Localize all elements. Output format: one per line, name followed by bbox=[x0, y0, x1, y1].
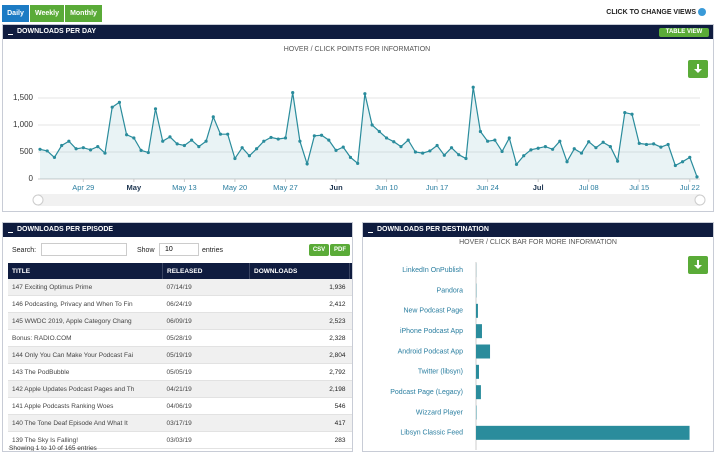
table-cell: 06/09/19 bbox=[163, 313, 250, 330]
table-cell: 144 Only You Can Make Your Podcast Fai bbox=[8, 347, 163, 364]
table-cell: 2,792 bbox=[250, 364, 350, 381]
table-cell: 06/24/19 bbox=[163, 296, 250, 313]
table-cell: 07/14/19 bbox=[163, 279, 250, 296]
column-header[interactable]: TITLE bbox=[8, 263, 163, 279]
table-cell: Bonus: RADIO.COM bbox=[8, 330, 163, 347]
table-cell: 03/03/19 bbox=[163, 432, 250, 449]
tab-daily[interactable]: Daily bbox=[2, 5, 29, 22]
table-cell: 146 Podcasting, Privacy and When To Fin bbox=[8, 296, 163, 313]
table-cell: 2,328 bbox=[250, 330, 350, 347]
episodes-panel: DOWNLOADS PER EPISODE Search: Show 10 en… bbox=[2, 222, 353, 452]
action-cell bbox=[350, 432, 354, 449]
table-cell: 1,936 bbox=[250, 279, 350, 296]
download-button[interactable] bbox=[688, 256, 708, 274]
table-cell: 142 Apple Updates Podcast Pages and Th bbox=[8, 381, 163, 398]
table-cell: 05/28/19 bbox=[163, 330, 250, 347]
action-cell bbox=[350, 415, 354, 432]
table-view-button[interactable]: TABLE VIEW bbox=[659, 28, 709, 37]
table-cell: 05/05/19 bbox=[163, 364, 250, 381]
table-cell: 145 WWDC 2019, Apple Category Chang bbox=[8, 313, 163, 330]
table-cell: 03/17/19 bbox=[163, 415, 250, 432]
action-cell bbox=[350, 347, 354, 364]
views-icon[interactable] bbox=[698, 8, 706, 16]
table-cell: 05/19/19 bbox=[163, 347, 250, 364]
page-size-select[interactable]: 10 bbox=[159, 243, 199, 256]
daily-panel: DOWNLOADS PER DAY TABLE VIEW bbox=[2, 24, 714, 212]
column-header[interactable]: DOWNLOADS bbox=[250, 263, 350, 279]
destination-panel: DOWNLOADS PER DESTINATION bbox=[362, 222, 714, 452]
action-cell bbox=[350, 330, 354, 347]
column-header bbox=[350, 263, 354, 279]
table-cell: 04/21/19 bbox=[163, 381, 250, 398]
search-label: Search: bbox=[12, 247, 36, 254]
table-cell: 141 Apple Podcasts Ranking Woes bbox=[8, 398, 163, 415]
panel-header: DOWNLOADS PER DAY bbox=[3, 25, 713, 39]
search-input[interactable] bbox=[41, 243, 127, 256]
table-cell: 143 The PodBubble bbox=[8, 364, 163, 381]
tab-monthly[interactable]: Monthly bbox=[65, 5, 102, 22]
table-cell: 2,198 bbox=[250, 381, 350, 398]
table-footer: Showing 1 to 10 of 165 entries bbox=[9, 445, 97, 452]
table-cell: 2,412 bbox=[250, 296, 350, 313]
table-cell: 147 Exciting Optimus Prime bbox=[8, 279, 163, 296]
tab-weekly[interactable]: Weekly bbox=[30, 5, 64, 22]
show-label: Show bbox=[137, 247, 155, 254]
column-header[interactable]: RELEASED bbox=[163, 263, 250, 279]
action-cell bbox=[350, 279, 354, 296]
table-cell: 04/06/19 bbox=[163, 398, 250, 415]
table-cell: 283 bbox=[250, 432, 350, 449]
table-cell: 2,523 bbox=[250, 313, 350, 330]
entries-label: entries bbox=[202, 247, 223, 254]
table-cell: 546 bbox=[250, 398, 350, 415]
action-cell bbox=[350, 364, 354, 381]
csv-button[interactable]: CSV bbox=[309, 244, 329, 256]
pdf-button[interactable]: PDF bbox=[330, 244, 350, 256]
action-cell bbox=[350, 398, 354, 415]
panel-header: DOWNLOADS PER EPISODE bbox=[3, 223, 352, 237]
action-cell bbox=[350, 313, 354, 330]
panel-header: DOWNLOADS PER DESTINATION bbox=[363, 223, 713, 237]
action-cell bbox=[350, 381, 354, 398]
download-button[interactable] bbox=[688, 60, 708, 78]
views-hint[interactable]: CLICK TO CHANGE VIEWS bbox=[600, 9, 696, 16]
table-cell: 417 bbox=[250, 415, 350, 432]
table-cell: 2,804 bbox=[250, 347, 350, 364]
action-cell bbox=[350, 296, 354, 313]
table-cell: 140 The Tone Deaf Episode And What It bbox=[8, 415, 163, 432]
